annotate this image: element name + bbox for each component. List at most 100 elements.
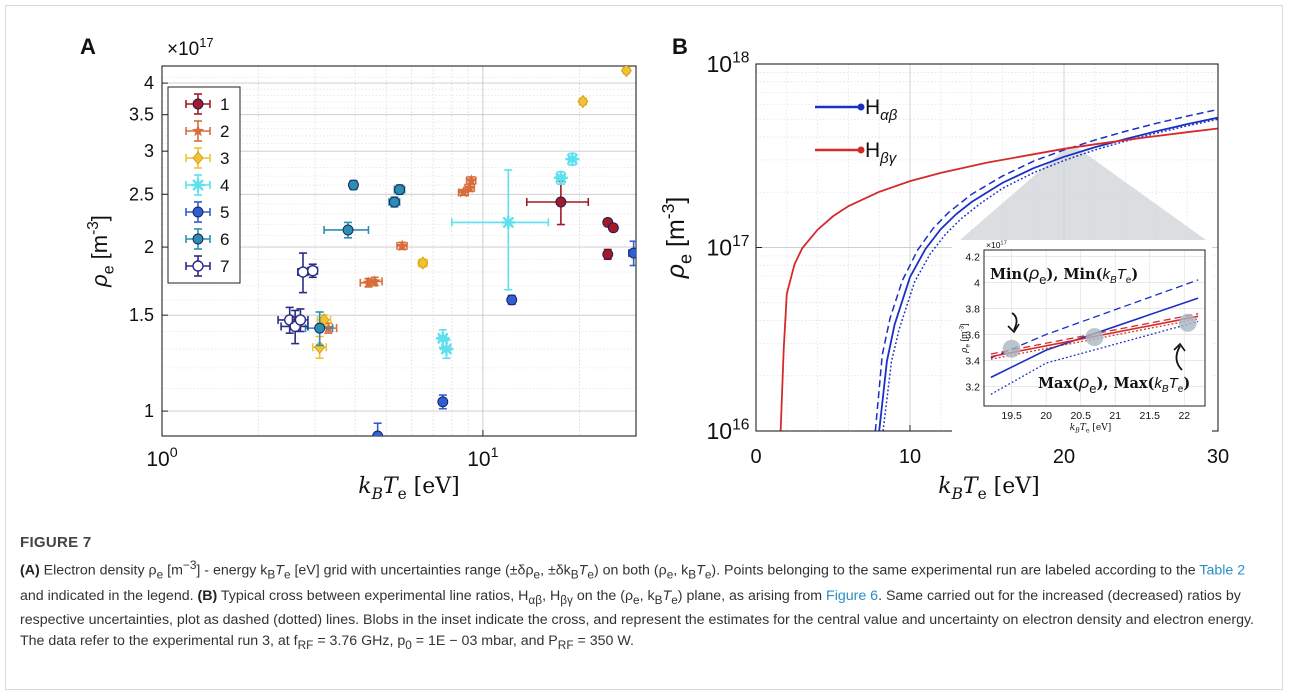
data-point: [192, 260, 204, 272]
x-tick-label-b: 30: [1207, 446, 1229, 468]
series-1: [525, 180, 619, 261]
cap-seg: , H: [542, 587, 561, 604]
y-tick-label-b: 1016: [707, 416, 750, 444]
data-point: [314, 322, 326, 334]
data-point: [555, 172, 567, 184]
cap-seg: e: [666, 567, 674, 582]
legend-b: Hαβ Hβγ: [815, 96, 898, 167]
cap-seg: RF: [297, 638, 314, 653]
legend-a-label: 6: [220, 230, 229, 249]
data-point: [342, 224, 354, 236]
y-tick-label-a: 2.5: [129, 184, 154, 204]
data-point: [437, 332, 449, 344]
figure-frame: [5, 5, 1283, 690]
inset-x-tick-label: 21: [1109, 410, 1121, 422]
legend-a: 1 2 3 4 5 6 7: [167, 86, 241, 284]
scatter-series-a: [277, 66, 636, 436]
y-axis-label-a: ρe [m-3]: [85, 215, 117, 288]
inset-cross-blob: [1002, 339, 1021, 358]
y-multiplier-a: ×1017: [167, 35, 214, 60]
data-point: [372, 430, 384, 436]
data-point: [607, 222, 619, 234]
inset-y-tick-label: 3.2: [965, 382, 980, 394]
series-5: [372, 240, 636, 436]
data-point: [191, 124, 205, 137]
cap-seg: e: [633, 592, 640, 607]
cap-seg: B: [654, 592, 663, 607]
inset-line: [990, 297, 1199, 379]
cap-seg: T: [275, 562, 284, 579]
inset-x-tick-label: 19.5: [1001, 410, 1022, 422]
cap-seg: T: [578, 562, 588, 579]
panel-b-letter: B: [672, 34, 688, 59]
inset-line: [990, 279, 1199, 359]
x-axis-label-b: kBTe [eV]: [938, 474, 1040, 503]
data-point: [192, 151, 204, 165]
cap-seg: = 3.76 GHz, p: [313, 633, 406, 650]
data-point: [297, 266, 309, 278]
inset-arrow-min-head: [1007, 323, 1020, 334]
cap-seg: e: [283, 567, 291, 582]
cap-seg: αβ: [528, 592, 543, 607]
data-point: [192, 206, 204, 218]
y-tick-label-a: 2: [144, 237, 154, 257]
data-point: [192, 179, 204, 191]
cap-seg: [m: [163, 562, 183, 579]
y-axis-label-b: ρe [m-3]: [658, 197, 696, 280]
cap-seg: βγ: [560, 592, 573, 607]
inset-annotation-max: Max(ρe), Max(kBTe): [1038, 372, 1190, 396]
data-point: [555, 196, 567, 208]
cap-seg: e: [671, 592, 678, 607]
inset-arrow-min: [1011, 312, 1018, 331]
series-line-H_αβ: [878, 116, 1218, 431]
inset-cross-blob: [1085, 328, 1104, 347]
series-2: [318, 174, 478, 334]
cap-seg: e: [704, 567, 712, 582]
data-point: [394, 184, 406, 196]
cap-seg: and indicated in the legend.: [20, 587, 198, 604]
cap-seg: Electron density ρ: [39, 562, 157, 579]
cap-seg: 0: [405, 638, 412, 653]
data-point: [602, 248, 614, 260]
inset-y-tick-label: 3.4: [965, 356, 980, 368]
data-point: [463, 181, 476, 193]
inset-y-multiplier: ×1017: [986, 240, 1007, 250]
inset-arrow-max: [1175, 345, 1183, 371]
y-tick-label-b: 1017: [707, 233, 750, 261]
inset-y-tick-label: 4.2: [965, 252, 980, 264]
cap-seg: ). Points belonging to the same experime…: [711, 562, 1200, 579]
zoom-wedge: [960, 146, 1206, 240]
data-point: [368, 275, 381, 287]
inset-annotation-min: Min(ρe), Min(kBTe): [990, 263, 1138, 287]
legend-b-label: Hαβ: [865, 96, 898, 124]
link-table-2[interactable]: Table 2: [1199, 562, 1246, 579]
legend-a-label: 3: [220, 149, 229, 168]
legend-b-marker: [857, 146, 865, 154]
series-6: [304, 179, 406, 347]
panel-a-letter: A: [80, 34, 96, 59]
cap-seg: , ±δk: [540, 562, 571, 579]
series-3: [311, 66, 632, 360]
caption-title: FIGURE 7: [20, 534, 92, 551]
inset-y-tick-label: 3.6: [965, 330, 980, 342]
inset-x-tick-label: 21.5: [1140, 410, 1161, 422]
cap-seg: ) plane, as arising from: [677, 587, 827, 604]
legend-a-label: 2: [220, 122, 229, 141]
cap-seg: T: [662, 587, 672, 604]
data-point: [441, 343, 452, 355]
cap-seg: B: [267, 567, 276, 582]
legend-b-marker: [857, 103, 865, 111]
data-point: [388, 196, 400, 208]
x-tick-label-b: 20: [1053, 446, 1075, 468]
data-point: [396, 239, 409, 252]
data-point: [417, 256, 429, 270]
caption-a-tag: (A): [20, 562, 40, 579]
link-figure-6[interactable]: Figure 6: [826, 587, 879, 604]
cap-seg: , k: [639, 587, 655, 604]
cap-seg: [eV] grid with uncertainties range (±δρ: [290, 562, 534, 579]
inset-x-tick-label: 20: [1040, 410, 1052, 422]
cap-seg: T: [696, 562, 705, 579]
data-point: [294, 314, 307, 326]
data-point: [620, 66, 632, 78]
